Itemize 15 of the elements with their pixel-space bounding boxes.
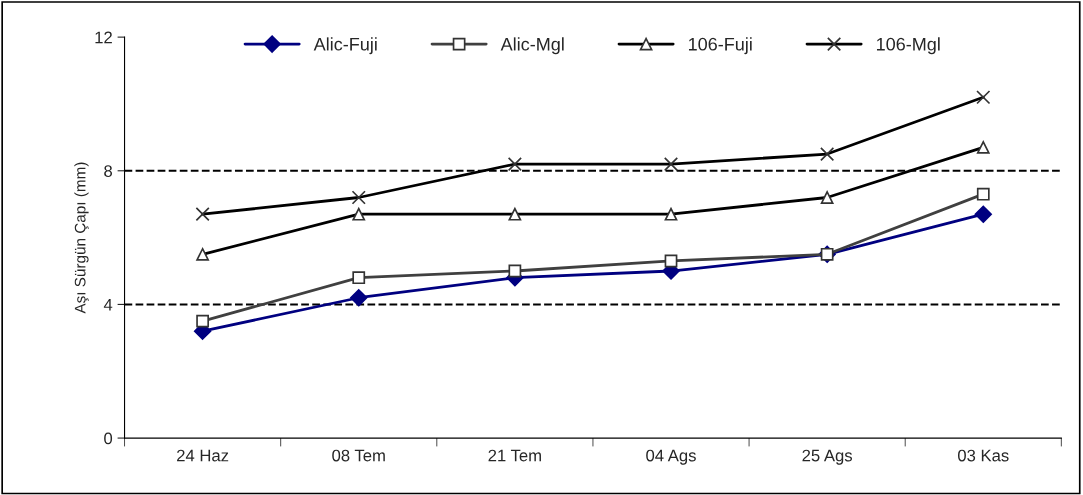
x-tick-label: 04 Ags bbox=[646, 449, 696, 465]
y-axis-title: Aşı Sürgün Çapı (mm) bbox=[74, 162, 89, 314]
y-tick-label: 8 bbox=[104, 165, 113, 177]
x-tick-label: 08 Tem bbox=[332, 449, 385, 462]
legend-label: 106-Fuji bbox=[688, 37, 752, 55]
legend-label: Alic-Fuji bbox=[313, 37, 377, 55]
y-tick-label: 12 bbox=[95, 31, 112, 44]
x-tick-label: 21 Tem bbox=[488, 449, 541, 462]
y-tick-label: 0 bbox=[104, 432, 113, 445]
x-tick-label: 25 Ags bbox=[802, 449, 853, 465]
legend-label: Alic-Mgl bbox=[500, 37, 564, 55]
legend-label: 106-Mgl bbox=[876, 37, 940, 55]
x-tick-label: 03 Kas bbox=[957, 449, 1009, 462]
y-tick-label: 4 bbox=[103, 299, 113, 311]
x-tick-label: 24 Haz bbox=[177, 449, 229, 462]
